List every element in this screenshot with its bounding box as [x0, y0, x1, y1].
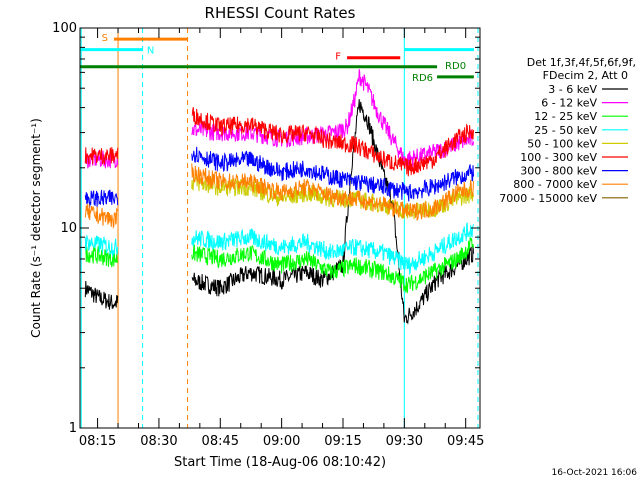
x-tick-label: 09:45 [447, 434, 484, 449]
legend: Det 1f,3f,4f,5f,6f,9f,FDecim 2, Att 03 -… [499, 56, 636, 205]
x-tick-label: 09:30 [386, 434, 423, 449]
x-tick-label: 09:00 [263, 434, 300, 449]
legend-label: 800 - 7000 keV [513, 178, 597, 191]
legend-label: 7000 - 15000 keV [499, 192, 597, 205]
series-line [84, 146, 474, 208]
series-line [84, 237, 474, 294]
x-tick-label: 08:30 [140, 434, 177, 449]
x-axis-label: Start Time (18-Aug-06 08:10:42) [174, 455, 386, 470]
x-tick-label: 09:15 [324, 434, 361, 449]
series-line [84, 99, 474, 325]
annotation-label: RD0 [445, 61, 466, 72]
y-axis-label: Count Rate (s⁻¹ detector segment⁻¹) [29, 118, 43, 338]
y-tick-label: 1 [69, 421, 77, 436]
legend-header: Det 1f,3f,4f,5f,6f,9f, [527, 56, 636, 69]
annotation-label: RD6 [412, 73, 433, 84]
legend-label: 300 - 800 keV [520, 165, 597, 178]
y-tick-label: 10 [60, 221, 77, 236]
legend-label: 25 - 50 keV [534, 124, 597, 137]
annotation-label: F [335, 52, 341, 63]
chart-title: RHESSI Count Rates [205, 4, 356, 22]
series-line [84, 163, 474, 230]
legend-header: FDecim 2, Att 0 [543, 69, 628, 82]
x-tick-label: 08:45 [202, 434, 239, 449]
y-tick-label: 100 [52, 21, 77, 36]
annotation-label: S [102, 33, 108, 44]
legend-label: 6 - 12 keV [541, 97, 597, 110]
legend-label: 100 - 300 keV [520, 151, 597, 164]
x-axis: 08:15 08:30 08:45 09:00 09:15 09:30 09:45 [79, 28, 484, 449]
annotation-label: N [147, 46, 154, 57]
legend-label: 3 - 6 keV [548, 83, 597, 96]
legend-label: 12 - 25 keV [534, 110, 597, 123]
x-tick-label: 08:15 [79, 434, 116, 449]
footer-timestamp: 16-Oct-2021 16:06 [552, 468, 638, 478]
y-axis: 1 10 100 [52, 21, 480, 436]
plot-area: S N F RD0 RD6 [80, 28, 479, 428]
series-line [84, 222, 474, 276]
series-line [84, 107, 474, 177]
legend-label: 50 - 100 keV [527, 137, 597, 150]
